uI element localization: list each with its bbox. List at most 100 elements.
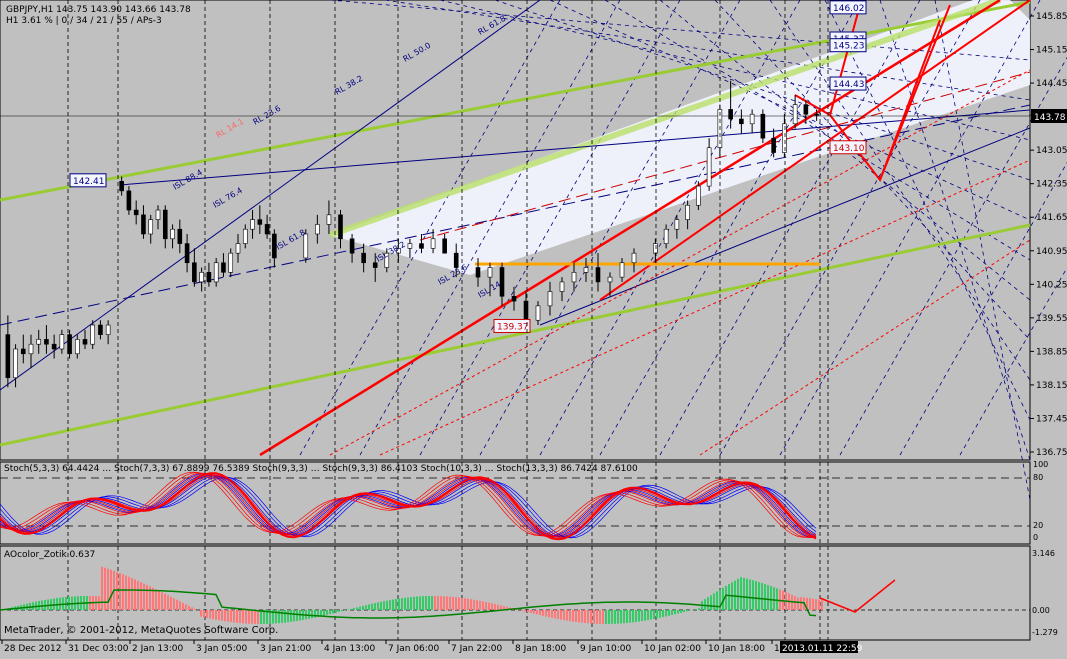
indicator-summary: H1 3.61 % | 0 / 34 / 21 / 55 / APs-3	[6, 16, 162, 26]
ao-bar	[413, 597, 415, 610]
ao-bar	[752, 580, 754, 610]
price-label-text: 146.02	[833, 4, 865, 14]
price-label-text: 145.23	[833, 42, 865, 52]
ao-bar	[665, 610, 667, 616]
candle-body	[178, 229, 182, 243]
candle-body	[327, 215, 331, 225]
ao-bar	[818, 600, 820, 610]
ao-bar	[410, 597, 412, 610]
ao-bar	[248, 610, 250, 624]
ao-bar	[239, 610, 241, 623]
ao-bar	[281, 610, 283, 623]
time-tick-label: 4 Jan 13:00	[324, 644, 376, 654]
candle-body	[44, 339, 48, 344]
ao-bar	[245, 610, 247, 624]
ao-bar	[155, 589, 157, 610]
ao-axis-label: 3.146	[1032, 549, 1055, 558]
candle-body	[675, 220, 679, 230]
candle-body	[75, 339, 79, 353]
candle-body	[106, 325, 110, 335]
ao-bar	[812, 599, 814, 610]
candle-body	[804, 105, 808, 115]
candle-body	[52, 344, 56, 349]
price-tick-label: 144.45	[1036, 79, 1067, 89]
ao-bar	[821, 600, 823, 610]
ao-bar	[212, 610, 214, 619]
time-tick-label: 10 Jan 18:00	[708, 644, 765, 654]
ao-bar	[242, 610, 244, 623]
ao-bar	[641, 610, 643, 621]
candle-body	[476, 268, 480, 278]
ao-bar	[350, 609, 352, 610]
ao-bar	[110, 570, 112, 610]
candle-body	[782, 124, 786, 153]
candle-body	[443, 239, 447, 253]
ao-bar	[479, 601, 481, 610]
ao-bar	[584, 610, 586, 623]
candle-body	[134, 210, 138, 215]
candle-body	[420, 244, 424, 249]
ao-bar	[659, 610, 661, 618]
candle-body	[596, 268, 600, 282]
ao-bar	[428, 596, 430, 610]
candle-body	[815, 114, 819, 115]
ao-bar	[482, 601, 484, 610]
ao-bar	[203, 610, 205, 617]
ao-bar	[755, 581, 757, 610]
ao-bar	[524, 610, 526, 611]
ao-bar	[341, 610, 343, 611]
ao-bar	[599, 610, 601, 624]
time-tick-label: 9 Jan 10:00	[580, 644, 632, 654]
ao-bar	[530, 610, 532, 613]
candle-body	[315, 224, 319, 234]
price-label: 142.41	[70, 174, 106, 187]
time-tick-label: 8 Jan 18:00	[515, 644, 567, 654]
ao-bar	[650, 610, 652, 620]
ao-bar	[761, 583, 763, 610]
candle-body	[98, 325, 102, 335]
ao-bar	[236, 610, 238, 623]
ao-bar	[446, 596, 448, 610]
price-label: 145.23	[830, 39, 866, 52]
time-tick-label: 10 Jan 02:00	[644, 644, 701, 654]
candle-body	[707, 148, 711, 186]
ao-bar	[134, 579, 136, 610]
ao-bar	[554, 610, 556, 618]
price-tick-label: 143.05	[1036, 146, 1067, 156]
ao-bar	[125, 576, 127, 610]
ao-bar	[392, 600, 394, 610]
price-tick-label: 145.15	[1036, 46, 1067, 56]
ao-bar	[587, 610, 589, 623]
ao-bar	[194, 609, 196, 610]
candle-body	[653, 244, 657, 254]
ao-bar	[404, 598, 406, 610]
ao-bar	[422, 596, 424, 610]
ao-bar	[539, 610, 541, 615]
time-tick-label: 2 Jan 13:00	[132, 644, 184, 654]
ao-bar	[758, 582, 760, 610]
ao-bar	[602, 610, 604, 624]
ao-bar	[773, 587, 775, 610]
candle-body	[6, 335, 10, 378]
price-tick-label: 140.95	[1036, 247, 1067, 257]
ao-bar	[707, 597, 709, 610]
ao-bar	[353, 608, 355, 610]
ao-bar	[107, 569, 109, 610]
candle-body	[608, 277, 612, 282]
candle-body	[21, 349, 25, 354]
ao-bar	[647, 610, 649, 620]
ao-bar	[458, 598, 460, 610]
ao-bar	[251, 610, 253, 624]
ao-bar	[356, 607, 358, 610]
candle-body	[83, 339, 87, 344]
ao-bar	[548, 610, 550, 617]
ao-bar	[566, 610, 568, 621]
ao-bar	[809, 598, 811, 610]
ao-axis-label: -1.279	[1032, 628, 1058, 637]
price-tick-label: 139.55	[1036, 314, 1067, 324]
stoch-axis-label: 80	[1033, 473, 1043, 482]
ao-bar	[101, 567, 103, 610]
